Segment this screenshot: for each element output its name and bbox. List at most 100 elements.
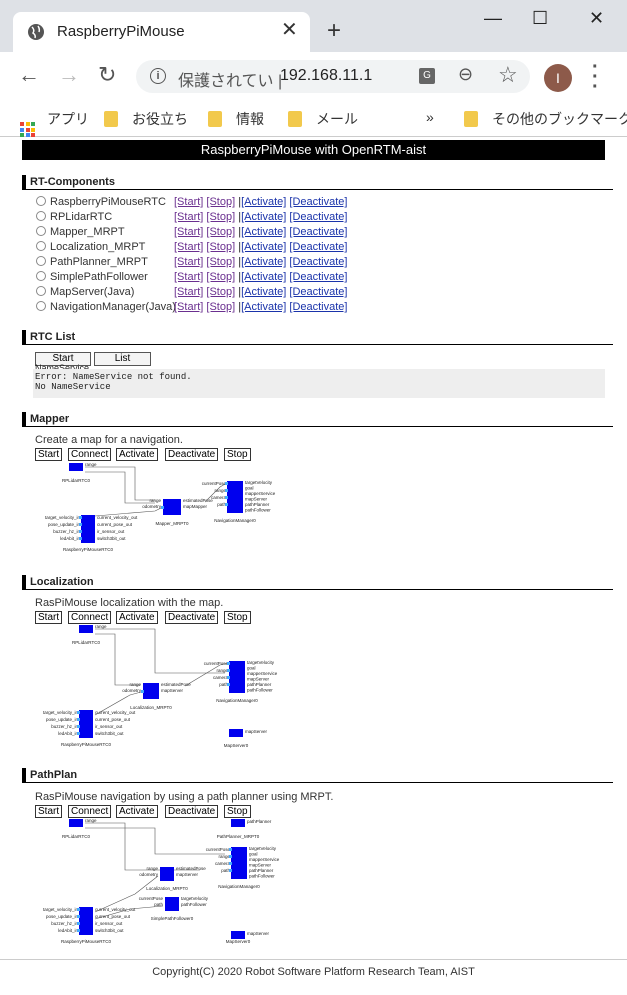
radio-button[interactable] (36, 211, 46, 221)
rplidar-component (69, 463, 83, 471)
start-link[interactable]: [Start] (174, 301, 204, 313)
reload-icon[interactable]: ↻ (98, 62, 117, 87)
forward-icon[interactable]: → (58, 62, 80, 87)
bookmark-apps[interactable]: アプリ (20, 109, 89, 137)
stop-link[interactable]: [Stop] (206, 286, 236, 298)
deactivate-link[interactable]: [Deactivate] (289, 286, 348, 298)
close-window-icon[interactable]: ✕ (589, 8, 605, 28)
radio-button[interactable] (36, 271, 46, 281)
stop-link[interactable]: [Stop] (206, 196, 236, 208)
rplidar-component (79, 625, 93, 633)
localization-stop-button[interactable]: Stop (224, 611, 251, 624)
raspi-inport-label: buzzer_hz_in (53, 529, 80, 534)
start-link[interactable]: [Start] (174, 226, 204, 238)
activate-link[interactable]: [Activate] (241, 301, 287, 313)
localization-connect-button[interactable]: Connect (68, 611, 112, 624)
localization-deactivate-button[interactable]: Deactivate (165, 611, 219, 624)
activate-link[interactable]: [Activate] (241, 256, 287, 268)
stop-link[interactable]: [Stop] (206, 226, 236, 238)
radio-button[interactable] (36, 256, 46, 266)
info-icon[interactable]: i (150, 68, 166, 84)
rtc-row: Mapper_MRPT (36, 225, 125, 240)
maximize-icon[interactable]: ☐ (532, 8, 549, 28)
menu-icon[interactable]: · · · (592, 56, 599, 98)
browser-toolbar: ← → ↻ i 保護されてい | 192.168.11.1 G ⊖ ☆ I · ·… (0, 52, 627, 100)
stop-link[interactable]: [Stop] (206, 301, 236, 313)
radio-button[interactable] (36, 286, 46, 296)
activate-link[interactable]: [Activate] (241, 211, 287, 223)
bookmark-star-icon[interactable]: ☆ (498, 62, 518, 87)
activate-link[interactable]: [Activate] (241, 196, 287, 208)
list-start-button[interactable]: Start (35, 352, 91, 366)
pathplan-stop-button[interactable]: Stop (224, 805, 251, 818)
start-link[interactable]: [Start] (174, 256, 204, 268)
start-link[interactable]: [Start] (174, 241, 204, 253)
address-bar[interactable]: i 保護されてい | 192.168.11.1 G ⊖ ☆ (136, 60, 530, 93)
activate-link[interactable]: [Activate] (241, 271, 287, 283)
pathplan-start-button[interactable]: Start (35, 805, 63, 818)
bookmark-folder-3[interactable]: メール (288, 109, 358, 129)
mapper-start-button[interactable]: Start (35, 448, 63, 461)
activate-link[interactable]: [Activate] (241, 286, 287, 298)
bookmark-overflow[interactable]: » (426, 109, 434, 125)
deactivate-link[interactable]: [Deactivate] (289, 256, 348, 268)
bookmark-other[interactable]: その他のブックマーク (464, 109, 627, 129)
zoom-icon[interactable]: ⊖ (458, 64, 474, 84)
inport (77, 908, 80, 911)
deactivate-link[interactable]: [Deactivate] (289, 271, 348, 283)
minimize-icon[interactable]: — (484, 8, 502, 28)
footer: Copyright(C) 2020 Robot Software Platfor… (152, 966, 475, 978)
list-button[interactable]: List (94, 352, 151, 366)
page-banner: RaspberryPiMouse with OpenRTM-aist (22, 140, 605, 160)
link-range-2 (95, 633, 140, 686)
start-link[interactable]: [Start] (174, 271, 204, 283)
deactivate-link[interactable]: [Deactivate] (289, 196, 348, 208)
rtc-actions: [Start] [Stop] |[Activate] [Deactivate] (174, 210, 347, 225)
mapper-deactivate-button[interactable]: Deactivate (165, 448, 219, 461)
avatar[interactable]: I (544, 64, 572, 92)
url-text[interactable]: 192.168.11.1 (280, 67, 373, 84)
stop-link[interactable]: [Stop] (206, 256, 236, 268)
activate-link[interactable]: [Activate] (241, 241, 287, 253)
stop-link[interactable]: [Stop] (206, 271, 236, 283)
localization-start-button[interactable]: Start (35, 611, 63, 624)
localization-activate-button[interactable]: Activate (116, 611, 158, 624)
close-tab-icon[interactable]: ✕ (281, 19, 298, 41)
stop-link[interactable]: [Stop] (206, 241, 236, 253)
navmgr-port-label: mapServer (245, 497, 268, 502)
localization-port-label: odometry (122, 688, 142, 693)
radio-button[interactable] (36, 241, 46, 251)
bookmark-folder-1[interactable]: お役立ち (104, 109, 188, 129)
navmgr-port-label: pathFollower (249, 874, 275, 879)
rplidar-port-label: range (85, 463, 97, 467)
mapper-activate-button[interactable]: Activate (116, 448, 158, 461)
radio-button[interactable] (36, 301, 46, 311)
start-link[interactable]: [Start] (174, 286, 204, 298)
navmgr-inport-label: range (218, 854, 230, 859)
new-tab-icon[interactable]: + (327, 17, 342, 44)
mapper-description: Create a map for a navigation. (35, 434, 183, 446)
localization-label: Localization_MRPT0 (130, 705, 172, 710)
start-link[interactable]: [Start] (174, 196, 204, 208)
pathplan-deactivate-button[interactable]: Deactivate (165, 805, 219, 818)
pathplan-activate-button[interactable]: Activate (116, 805, 158, 818)
radio-button[interactable] (36, 226, 46, 236)
deactivate-link[interactable]: [Deactivate] (289, 301, 348, 313)
mapper-port-label: odometry (142, 504, 162, 509)
localization-label: Localization_MRPT0 (146, 886, 188, 891)
stop-link[interactable]: [Stop] (206, 211, 236, 223)
deactivate-link[interactable]: [Deactivate] (289, 226, 348, 238)
bookmark-folder-2[interactable]: 情報 (208, 109, 264, 129)
back-icon[interactable]: ← (18, 62, 40, 87)
start-link[interactable]: [Start] (174, 211, 204, 223)
deactivate-link[interactable]: [Deactivate] (289, 241, 348, 253)
bookmarks-bar: アプリ お役立ち 情報 メール » その他のブックマーク (0, 100, 627, 137)
browser-tab[interactable]: RaspberryPiMouse ✕ (13, 12, 310, 52)
mapper-connect-button[interactable]: Connect (68, 448, 112, 461)
translate-icon[interactable]: G (419, 68, 435, 84)
radio-button[interactable] (36, 196, 46, 206)
mapper-stop-button[interactable]: Stop (224, 448, 251, 461)
pathplan-connect-button[interactable]: Connect (68, 805, 112, 818)
activate-link[interactable]: [Activate] (241, 226, 287, 238)
deactivate-link[interactable]: [Deactivate] (289, 211, 348, 223)
